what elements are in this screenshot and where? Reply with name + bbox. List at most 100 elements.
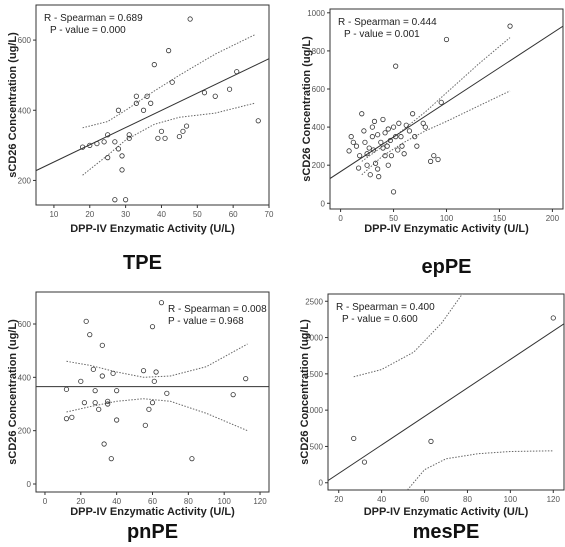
data-point — [140, 107, 147, 113]
data-point — [431, 153, 437, 159]
x-tick-label: 120 — [253, 497, 267, 506]
data-point — [234, 69, 240, 75]
x-tick-label: 100 — [504, 495, 518, 504]
data-point — [189, 456, 195, 462]
data-point — [372, 160, 379, 166]
data-point — [63, 386, 70, 392]
y-tick-label: 200 — [312, 161, 326, 170]
data-point — [384, 143, 390, 149]
data-point — [162, 135, 168, 141]
ci-lower-curve — [82, 102, 255, 176]
plot-frame — [329, 8, 564, 210]
data-point — [226, 86, 233, 92]
data-point — [420, 120, 426, 126]
panel-title: TPE — [123, 252, 162, 274]
x-tick-label: 20 — [76, 497, 85, 506]
data-point — [110, 370, 116, 376]
data-point — [149, 324, 156, 330]
data-point — [357, 153, 363, 159]
data-point — [63, 416, 70, 422]
x-tick-label: 40 — [157, 210, 166, 219]
p-value: P - value = 0.000 — [50, 25, 126, 36]
panel-title: pnPE — [127, 521, 178, 543]
data-point — [105, 398, 111, 404]
data-point — [155, 135, 161, 141]
data-point — [428, 158, 434, 164]
y-tick-label: 1000 — [305, 406, 323, 415]
plot-frame — [327, 293, 565, 491]
y-tick-label: 400 — [18, 373, 32, 382]
x-tick-label: 0 — [338, 214, 343, 223]
panel-epPE: 0 50 100 150 200 0 200 400 600 800 1000 R - Spearma… — [301, 8, 564, 278]
data-point — [115, 107, 122, 113]
data-point — [176, 133, 182, 140]
data-point — [146, 406, 152, 412]
data-point — [367, 172, 373, 178]
x-tick-label: 60 — [148, 497, 157, 506]
data-point — [385, 126, 391, 132]
data-point — [393, 134, 399, 140]
y-tick-label: 400 — [18, 106, 32, 115]
y-tick-label: 1000 — [307, 9, 325, 18]
data-point — [255, 118, 261, 124]
panel-title: epPE — [421, 256, 471, 278]
data-point — [108, 456, 114, 462]
data-point — [401, 151, 407, 157]
y-tick-label: 1500 — [305, 370, 323, 379]
x-tick-label: 60 — [229, 210, 238, 219]
data-point — [230, 392, 236, 398]
y-axis-title: sCD26 Concentration (ug/L) — [7, 319, 19, 465]
data-point — [126, 135, 132, 141]
data-point — [105, 401, 111, 407]
data-point — [115, 146, 122, 152]
data-point — [428, 438, 434, 444]
y-tick-label: 0 — [27, 480, 32, 489]
plot-frame — [35, 291, 270, 493]
data-point — [375, 166, 381, 172]
data-point — [406, 128, 413, 134]
data-point — [399, 143, 405, 149]
data-point — [101, 441, 107, 447]
data-point — [142, 422, 148, 428]
data-point — [550, 315, 556, 321]
data-point — [398, 134, 404, 140]
y-axis-title: sCD26 Concentration (ug/L) — [7, 32, 19, 178]
x-tick-label: 150 — [493, 214, 507, 223]
data-point — [151, 378, 157, 384]
spearman-r: R - Spearman = 0.689 — [44, 13, 143, 24]
x-tick-label: 60 — [420, 495, 429, 504]
y-tick-label: 0 — [319, 479, 324, 488]
data-point — [81, 400, 87, 406]
data-point — [375, 132, 381, 138]
data-point — [114, 388, 120, 394]
x-tick-label: 50 — [193, 210, 202, 219]
y-axis-title: sCD26 Concentration (ug/L) — [301, 36, 313, 182]
data-point — [362, 139, 368, 145]
data-point — [371, 118, 378, 124]
data-point — [133, 100, 139, 106]
data-point — [105, 155, 111, 161]
data-point — [366, 145, 372, 151]
data-point — [92, 400, 98, 406]
data-point — [158, 300, 165, 306]
data-point — [410, 111, 416, 117]
data-point — [183, 123, 190, 129]
y-axis-title: sCD26 Concentration (ug/L) — [299, 319, 311, 465]
data-point — [96, 406, 102, 412]
data-point — [158, 128, 165, 134]
y-tick-label: 600 — [18, 36, 32, 45]
data-point — [212, 93, 218, 99]
data-point — [78, 378, 84, 384]
data-point — [390, 124, 397, 130]
data-point — [376, 174, 382, 180]
data-point — [119, 153, 125, 159]
data-point — [346, 148, 352, 154]
data-point — [387, 137, 393, 144]
fit-line — [36, 58, 269, 172]
p-value: P - value = 0.600 — [342, 314, 418, 325]
data-point — [87, 142, 93, 148]
data-point — [166, 48, 172, 54]
data-point — [105, 132, 111, 138]
x-tick-label: 80 — [184, 497, 193, 506]
panel-mesPE: 20 40 60 80 100 120 0 500 1000 1500 2000 2500 R - Sp… — [299, 293, 565, 543]
